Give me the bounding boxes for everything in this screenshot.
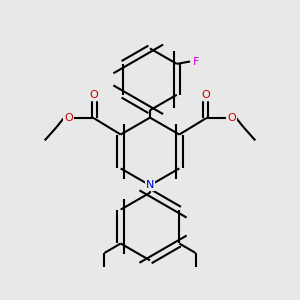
Text: O: O (90, 90, 99, 100)
Text: N: N (146, 180, 154, 190)
Text: O: O (227, 113, 236, 123)
Text: F: F (193, 56, 200, 67)
Text: O: O (64, 113, 73, 123)
Text: O: O (201, 90, 210, 100)
